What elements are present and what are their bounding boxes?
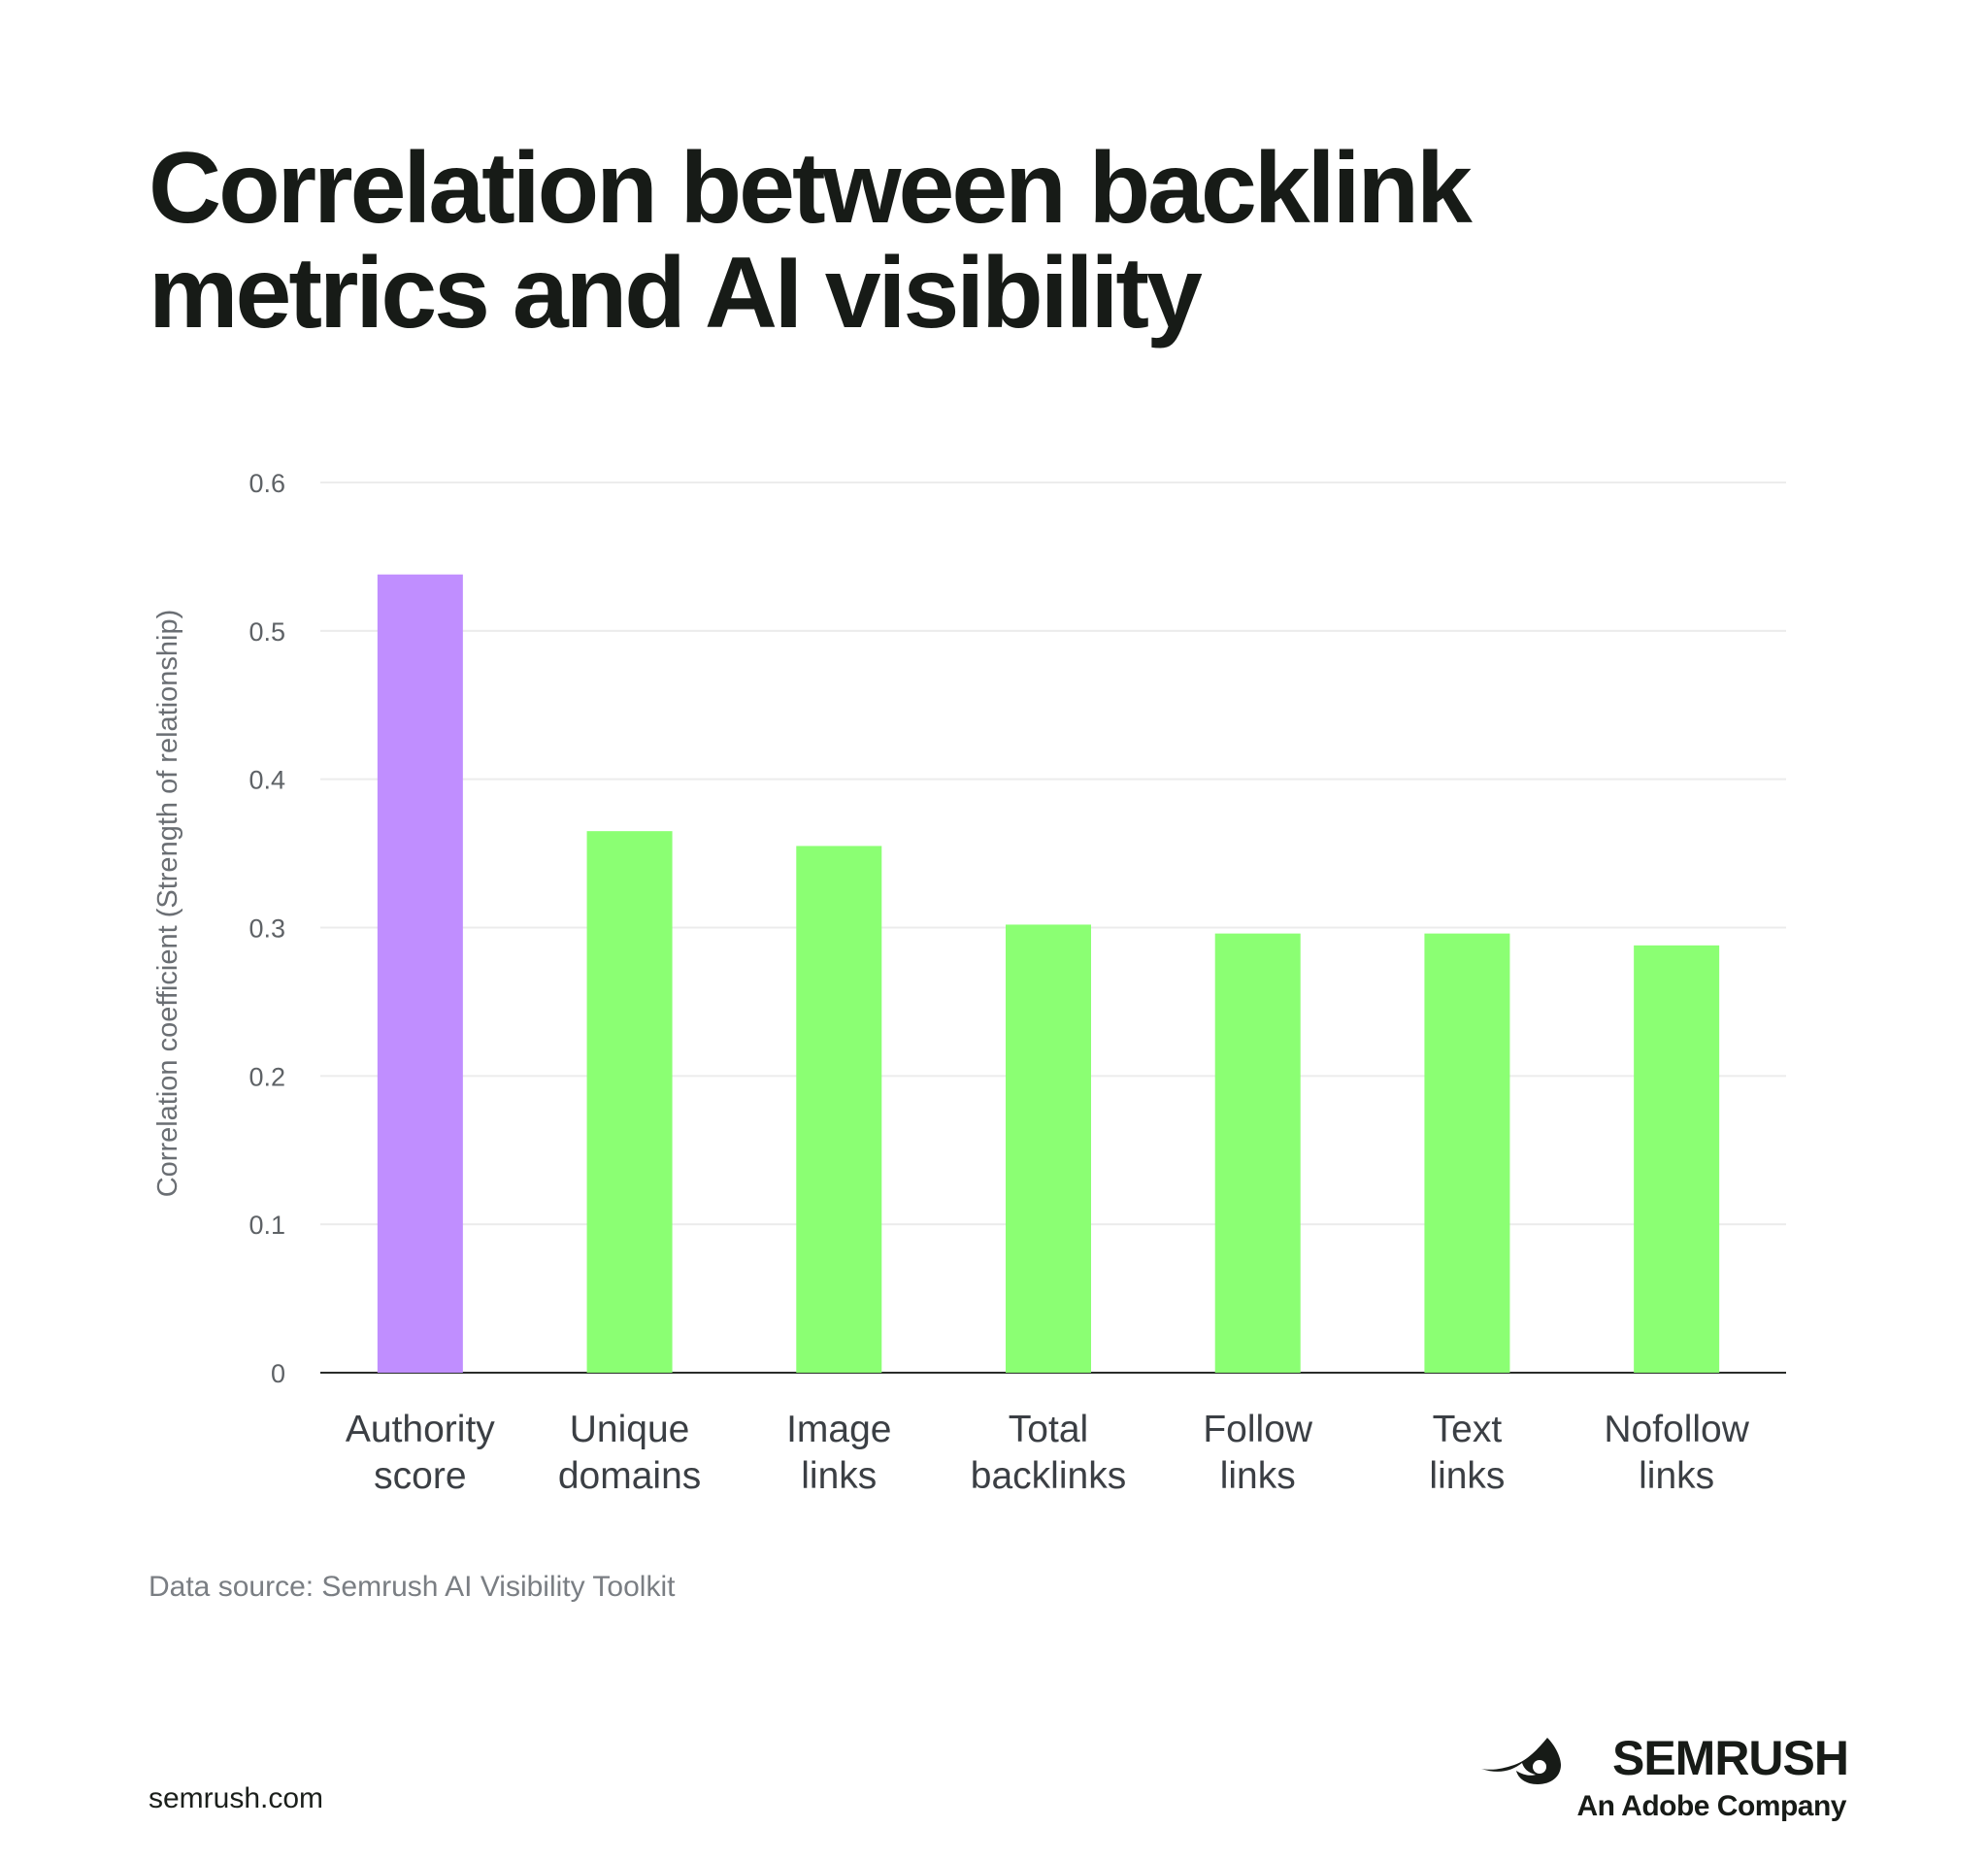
x-category-label-line: links bbox=[801, 1455, 877, 1497]
x-category-label-line: Nofollow bbox=[1604, 1409, 1749, 1450]
x-category-label-line: domains bbox=[558, 1455, 701, 1497]
x-category-label-line: links bbox=[1639, 1455, 1714, 1497]
x-category-label-line: Follow bbox=[1203, 1409, 1313, 1450]
bar-5 bbox=[1424, 933, 1510, 1373]
x-category-label-line: Total bbox=[1009, 1409, 1088, 1450]
x-category-label: Unique domains bbox=[558, 1409, 701, 1497]
y-tick-label: 0.3 bbox=[248, 914, 285, 944]
x-category-label-line: links bbox=[1429, 1455, 1505, 1497]
y-tick-label: 0.2 bbox=[248, 1062, 285, 1091]
x-category-label-line: Text bbox=[1433, 1409, 1503, 1450]
bar-1 bbox=[586, 831, 673, 1373]
x-category-label: Image links bbox=[786, 1409, 891, 1497]
bar-0 bbox=[377, 574, 463, 1373]
website-link[interactable]: semrush.com bbox=[149, 1782, 324, 1814]
x-category-label-line: Image bbox=[786, 1409, 891, 1450]
brand-name: SEMRUSH bbox=[1611, 1731, 1849, 1785]
x-category-label: Total backlinks bbox=[971, 1409, 1126, 1497]
x-category-label: Authority score bbox=[346, 1409, 495, 1497]
y-tick-label: 0 bbox=[271, 1359, 285, 1388]
x-category-label-line: links bbox=[1220, 1455, 1296, 1497]
x-category-label: Follow links bbox=[1203, 1409, 1313, 1497]
x-category-label: Text links bbox=[1429, 1409, 1505, 1497]
brand-tagline: An Adobe Company bbox=[1576, 1790, 1846, 1822]
bar-4 bbox=[1214, 933, 1301, 1373]
y-axis-title: Correlation coefficient (Strength of rel… bbox=[152, 610, 183, 1198]
x-category-label-line: score bbox=[374, 1455, 466, 1497]
y-tick-label: 0.1 bbox=[248, 1211, 285, 1240]
y-tick-label: 0.5 bbox=[248, 617, 285, 647]
bar-2 bbox=[796, 846, 882, 1373]
chart-title-line-1: Correlation between backlink bbox=[149, 132, 1473, 245]
semrush-flame-icon bbox=[1481, 1738, 1561, 1784]
brand-logo: SEMRUSH An Adobe Company bbox=[1479, 1730, 1849, 1827]
data-source-note: Data source: Semrush AI Visibility Toolk… bbox=[149, 1571, 676, 1603]
x-category-label: Nofollow links bbox=[1604, 1409, 1749, 1497]
y-tick-label: 0.4 bbox=[248, 766, 285, 795]
bar-3 bbox=[1006, 924, 1091, 1373]
x-category-label-line: Unique bbox=[570, 1409, 690, 1450]
x-category-label-line: Authority bbox=[346, 1409, 495, 1450]
chart-title: Correlation between backlink metrics and… bbox=[149, 136, 1857, 346]
bar-6 bbox=[1634, 945, 1720, 1373]
chart-title-line-2: metrics and AI visibility bbox=[149, 237, 1203, 349]
x-category-label-line: backlinks bbox=[971, 1455, 1126, 1497]
y-tick-label: 0.6 bbox=[248, 469, 285, 498]
